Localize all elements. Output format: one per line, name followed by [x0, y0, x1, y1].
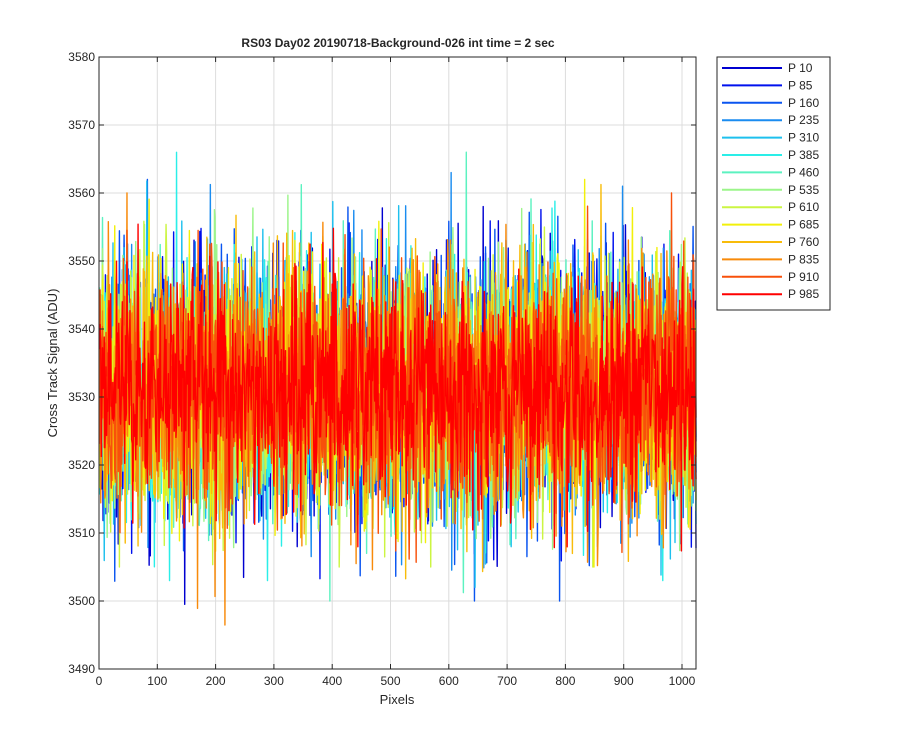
legend-entry-label: P 310 [788, 131, 819, 145]
y-tick-label: 3580 [68, 50, 95, 64]
y-tick-label: 3520 [68, 458, 95, 472]
y-axis-label: Cross Track Signal (ADU) [45, 289, 60, 438]
y-tick-label: 3550 [68, 254, 95, 268]
x-tick-label: 700 [497, 674, 517, 688]
plot-frame [98, 56, 697, 670]
y-tick-label: 3500 [68, 594, 95, 608]
tick-layer: 0 100 200 300 400 500 600 700 800 900 1000 3490 3500… [68, 50, 696, 688]
legend: P 10 P 85 P 160 P 235 P 310 P 385 P 460 P 535 P … [716, 56, 831, 311]
x-tick-label: 200 [206, 674, 226, 688]
x-tick-label: 0 [96, 674, 103, 688]
legend-box [716, 56, 831, 311]
legend-entry-label: P 385 [788, 148, 819, 162]
legend-entry-label: P 910 [788, 270, 819, 284]
chart-title: RS03 Day02 20190718-Background-026 int t… [241, 36, 554, 50]
series-line-p-910 [98, 192, 697, 563]
x-tick-label: 600 [439, 674, 459, 688]
series-layer [98, 151, 697, 626]
legend-entry-label: P 835 [788, 252, 819, 266]
y-tick-label: 3530 [68, 390, 95, 404]
y-tick-label: 3490 [68, 662, 95, 676]
y-tick-label: 3560 [68, 186, 95, 200]
x-tick-label: 500 [380, 674, 400, 688]
series-line-p-985 [98, 223, 697, 552]
legend-entry-label: P 610 [788, 200, 819, 214]
y-tick-label: 3510 [68, 526, 95, 540]
legend-entry-label: P 235 [788, 113, 819, 127]
x-tick-label: 1000 [669, 674, 696, 688]
legend-entry-label: P 985 [788, 287, 819, 301]
x-tick-label: 800 [555, 674, 575, 688]
legend-entry-label: P 10 [788, 61, 813, 75]
legend-entry-label: P 535 [788, 183, 819, 197]
legend-entry-label: P 85 [788, 78, 813, 92]
legend-entry-label: P 160 [788, 96, 819, 110]
x-tick-label: 900 [614, 674, 634, 688]
y-tick-label: 3540 [68, 322, 95, 336]
legend-entry-label: P 685 [788, 218, 819, 232]
legend-entry-label: P 760 [788, 235, 819, 249]
x-tick-label: 300 [264, 674, 284, 688]
x-tick-label: 100 [147, 674, 167, 688]
x-axis-label: Pixels [380, 692, 415, 707]
x-tick-label: 400 [322, 674, 342, 688]
y-tick-label: 3570 [68, 118, 95, 132]
legend-entry-label: P 460 [788, 165, 819, 179]
